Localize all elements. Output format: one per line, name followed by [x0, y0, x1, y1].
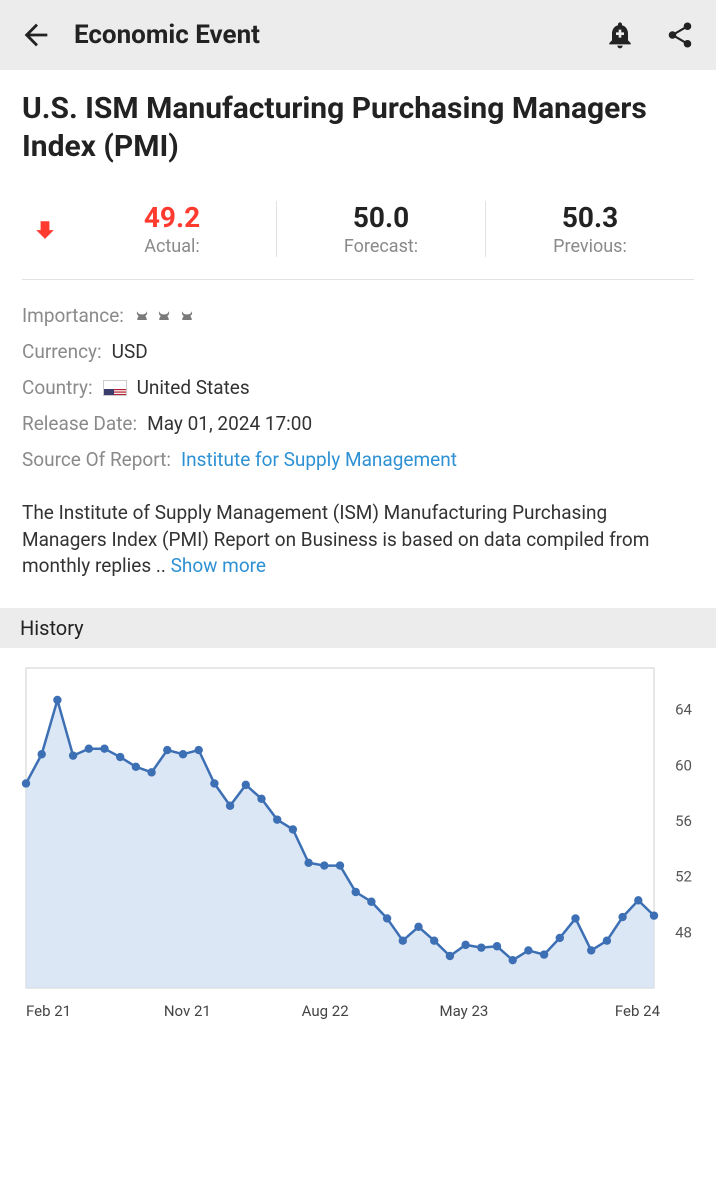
us-flag-icon [103, 380, 127, 396]
share-icon[interactable] [658, 13, 702, 57]
x-tick: Feb 21 [26, 1002, 164, 1020]
svg-text:64: 64 [675, 701, 692, 719]
info-source: Source Of Report: Institute for Supply M… [22, 442, 694, 478]
metric-forecast: 50.0 Forecast: [276, 201, 485, 257]
back-icon[interactable] [14, 13, 58, 57]
page-title: U.S. ISM Manufacturing Purchasing Manage… [22, 90, 694, 167]
history-chart[interactable]: 48 52 56 60 64 Feb 21Nov 21Aug 22May 23Feb 2… [0, 648, 716, 1028]
description-text: The Institute of Supply Management (ISM)… [22, 501, 649, 577]
info-currency: Currency: USD [22, 334, 694, 370]
metric-previous-value: 50.3 [486, 201, 694, 234]
content: U.S. ISM Manufacturing Purchasing Manage… [0, 70, 716, 586]
info-source-label: Source Of Report: [22, 442, 171, 478]
info-release-value: May 01, 2024 17:00 [147, 406, 312, 442]
metrics-row: 49.2 Actual: 50.0 Forecast: 50.3 Previou… [22, 193, 694, 280]
info-release-label: Release Date: [22, 406, 137, 442]
info-currency-label: Currency: [22, 334, 102, 370]
metric-previous-label: Previous: [486, 236, 694, 257]
x-tick: May 23 [439, 1002, 577, 1020]
topbar: Economic Event [0, 0, 716, 70]
topbar-title: Economic Event [74, 20, 582, 50]
metric-forecast-label: Forecast: [277, 236, 485, 257]
down-arrow-icon [22, 218, 68, 240]
metric-actual-label: Actual: [68, 236, 276, 257]
svg-text:52: 52 [675, 868, 692, 886]
info-currency-value: USD [112, 334, 148, 370]
info-country-value: United States [137, 370, 250, 406]
info-importance-label: Importance: [22, 298, 124, 334]
x-tick: Aug 22 [302, 1002, 440, 1020]
history-header: History [0, 608, 716, 648]
metric-forecast-value: 50.0 [277, 201, 485, 234]
info-release: Release Date: May 01, 2024 17:00 [22, 406, 694, 442]
info-country: Country: United States [22, 370, 694, 406]
metric-actual-value: 49.2 [68, 201, 276, 234]
info-country-label: Country: [22, 370, 93, 406]
info-block: Importance: Currency: USD Country: Unite… [22, 298, 694, 478]
svg-text:60: 60 [675, 756, 692, 774]
x-tick: Nov 21 [164, 1002, 302, 1020]
show-more-link[interactable]: Show more [171, 554, 266, 577]
svg-text:48: 48 [675, 923, 692, 941]
info-importance: Importance: [22, 298, 694, 334]
alert-add-icon[interactable] [598, 13, 642, 57]
metric-actual: 49.2 Actual: [68, 201, 276, 257]
metric-previous: 50.3 Previous: [485, 201, 694, 257]
x-tick: Feb 24 [577, 1002, 660, 1020]
info-source-link[interactable]: Institute for Supply Management [181, 442, 457, 478]
importance-bulls [134, 299, 195, 333]
svg-text:56: 56 [675, 812, 692, 830]
description: The Institute of Supply Management (ISM)… [22, 500, 694, 580]
x-axis-ticks: Feb 21Nov 21Aug 22May 23Feb 24 [20, 998, 696, 1020]
